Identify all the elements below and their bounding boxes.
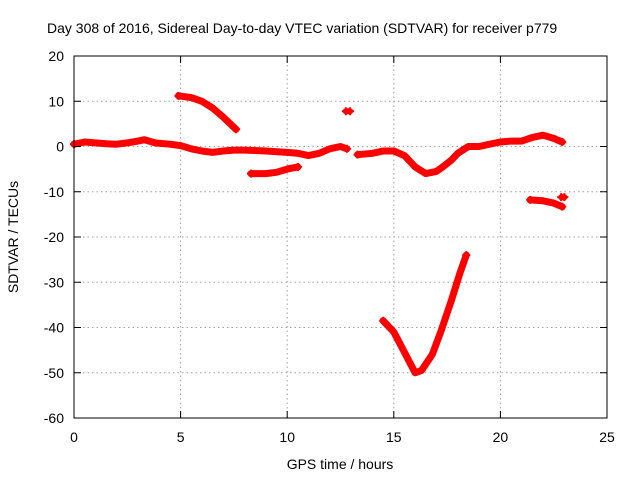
y-tick-label: 20 <box>48 48 64 64</box>
data-point <box>558 202 567 211</box>
x-tick-label: 0 <box>70 429 78 445</box>
series-seg-21-23 <box>526 196 566 211</box>
y-axis-label: SDTVAR / TECUs <box>5 181 21 293</box>
x-tick-label: 20 <box>493 429 509 445</box>
y-tick-label: 0 <box>56 139 64 155</box>
data-point <box>379 316 388 325</box>
data-point <box>560 193 569 202</box>
x-tick-label: 10 <box>279 429 295 445</box>
data-point <box>342 144 351 153</box>
series-dip-14-17 <box>354 131 566 178</box>
y-tick-label: 10 <box>48 93 64 109</box>
y-tick-label: -40 <box>44 320 64 336</box>
series-arc-5-7 <box>175 92 240 133</box>
y-tick-labels: -60 -50 -40 -30 -20 -10 0 10 20 <box>44 48 64 426</box>
data-point <box>558 137 567 146</box>
y-tick-label: -30 <box>44 274 64 290</box>
chart-title: Day 308 of 2016, Sidereal Day-to-day VTE… <box>47 20 557 36</box>
data-series <box>70 91 569 377</box>
x-tick-label: 5 <box>177 429 185 445</box>
data-point <box>526 195 535 204</box>
series-seg-8-10 <box>247 163 302 178</box>
x-tick-labels: 0 5 10 15 20 25 <box>70 429 615 445</box>
tick-marks <box>73 55 608 419</box>
y-tick-label: -10 <box>44 184 64 200</box>
data-point <box>346 107 355 116</box>
data-point <box>462 251 471 260</box>
data-point <box>293 162 302 171</box>
y-tick-label: -50 <box>44 365 64 381</box>
data-point <box>174 91 183 100</box>
x-tick-label: 15 <box>386 429 402 445</box>
data-point <box>232 125 241 134</box>
y-tick-label: -20 <box>44 229 64 245</box>
series-v-trough <box>379 251 470 377</box>
series-main-band <box>70 136 351 160</box>
y-tick-label: -60 <box>44 410 64 426</box>
data-point <box>246 169 255 178</box>
x-tick-label: 25 <box>599 429 615 445</box>
grid <box>74 56 607 418</box>
x-axis-label: GPS time / hours <box>287 456 394 472</box>
data-point <box>353 150 362 159</box>
